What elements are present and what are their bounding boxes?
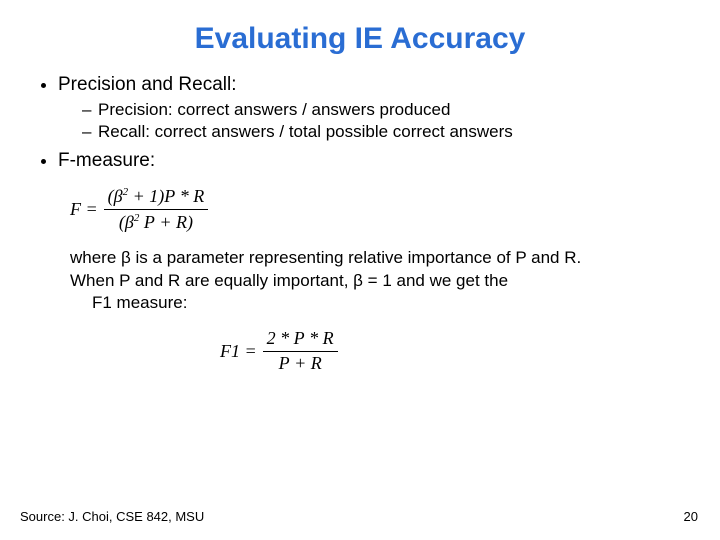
explanation-block: where β is a parameter representing rela…	[70, 247, 692, 316]
formula-f1-lhs: F1 =	[220, 341, 257, 362]
formula-f1-fraction: 2 * P * R P + R	[263, 329, 338, 374]
footer-source: Source: J. Choi, CSE 842, MSU	[20, 509, 204, 524]
formula-f-den: (β2 P + R)	[115, 210, 197, 233]
slide: { "title": "Evaluating IE Accuracy", "bu…	[0, 0, 720, 540]
subbullet-recall: Recall: correct answers / total possible…	[82, 122, 692, 142]
formula-f-lhs: F =	[70, 199, 98, 220]
slide-body: Precision and Recall: Precision: correct…	[0, 74, 720, 374]
explain-line3: F1 measure:	[70, 292, 692, 315]
formula-f1-num: 2 * P * R	[263, 329, 338, 352]
explain-line2: When P and R are equally important, β = …	[70, 270, 692, 293]
formula-f1-den: P + R	[275, 352, 326, 374]
bullet-fmeasure: F-measure:	[58, 150, 692, 172]
formula-f-num: (β2 + 1)P * R	[104, 186, 209, 210]
explain-line1: where β is a parameter representing rela…	[70, 247, 692, 270]
slide-title: Evaluating IE Accuracy	[0, 0, 720, 66]
footer-page-number: 20	[684, 509, 698, 524]
formula-f: F = (β2 + 1)P * R (β2 P + R)	[70, 186, 692, 233]
bullet-precision-recall: Precision and Recall: Precision: correct…	[58, 74, 692, 142]
bullet-text: Precision and Recall:	[58, 74, 236, 95]
subbullet-precision: Precision: correct answers / answers pro…	[82, 100, 692, 120]
formula-f-fraction: (β2 + 1)P * R (β2 P + R)	[104, 186, 209, 233]
formula-f1: F1 = 2 * P * R P + R	[220, 329, 692, 374]
